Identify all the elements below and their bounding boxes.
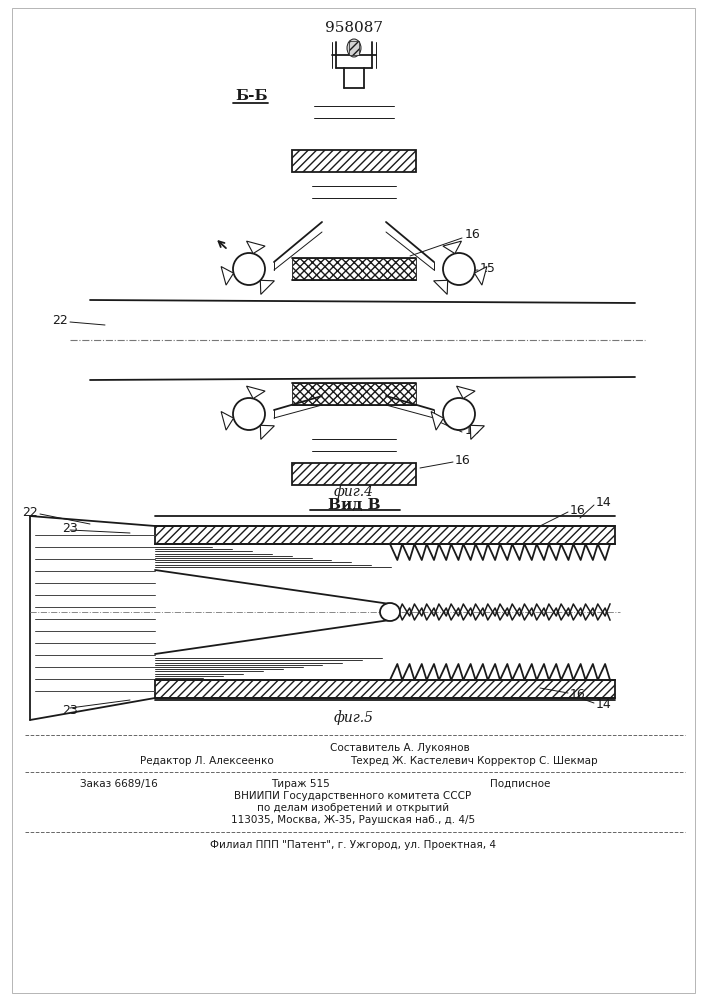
Text: Тираж 515: Тираж 515 (271, 779, 329, 789)
Bar (322, 212, 386, 232)
Text: фиг.4: фиг.4 (334, 485, 374, 499)
Bar (373, 82, 383, 90)
Bar (155, 526, 615, 544)
Text: 15: 15 (480, 261, 496, 274)
Text: 22: 22 (22, 506, 38, 518)
Polygon shape (470, 425, 484, 439)
Ellipse shape (79, 300, 101, 380)
Text: ВНИИПИ Государственного комитета СССР: ВНИИПИ Государственного комитета СССР (235, 791, 472, 801)
Text: Заказ 6689/16: Заказ 6689/16 (80, 779, 158, 789)
Polygon shape (260, 280, 274, 294)
Polygon shape (457, 386, 475, 399)
Bar (314, 88, 394, 136)
Circle shape (233, 253, 265, 285)
Text: 16: 16 (465, 229, 481, 241)
Bar (292, 383, 416, 405)
Bar (349, 82, 359, 90)
Bar (292, 463, 416, 485)
Polygon shape (443, 241, 462, 254)
Text: 16: 16 (455, 454, 471, 466)
Polygon shape (90, 300, 635, 380)
Text: Филиал ППП "Патент", г. Ужгород, ул. Проектная, 4: Филиал ППП "Патент", г. Ужгород, ул. Про… (210, 840, 496, 850)
Polygon shape (247, 241, 265, 254)
Polygon shape (474, 267, 487, 285)
Text: фиг.5: фиг.5 (334, 711, 374, 725)
Circle shape (443, 398, 475, 430)
Text: 22: 22 (52, 314, 68, 326)
Text: Составитель А. Лукоянов: Составитель А. Лукоянов (330, 743, 470, 753)
Polygon shape (431, 412, 443, 430)
Bar (155, 516, 330, 526)
Text: 15: 15 (465, 424, 481, 436)
Bar (302, 136, 406, 150)
Bar (322, 405, 386, 425)
Text: Редактор Л. Алексеенко: Редактор Л. Алексеенко (140, 756, 274, 766)
Polygon shape (30, 516, 155, 720)
Bar (312, 425, 396, 463)
Text: Б-Б: Б-Б (235, 89, 268, 103)
Text: 14: 14 (596, 698, 612, 712)
Text: 113035, Москва, Ж-35, Раушская наб., д. 4/5: 113035, Москва, Ж-35, Раушская наб., д. … (231, 815, 475, 825)
Polygon shape (260, 425, 274, 439)
Polygon shape (155, 544, 615, 604)
Bar (292, 150, 416, 172)
Text: 23: 23 (62, 704, 78, 716)
Ellipse shape (347, 39, 361, 57)
Bar (155, 680, 615, 698)
Text: 23: 23 (62, 522, 78, 534)
Text: по делам изобретений и открытий: по делам изобретений и открытий (257, 803, 449, 813)
Circle shape (233, 398, 265, 430)
Text: Подписное: Подписное (490, 779, 550, 789)
Polygon shape (433, 280, 448, 294)
Polygon shape (155, 620, 615, 680)
Text: 16: 16 (570, 688, 586, 702)
Bar (155, 700, 330, 710)
Polygon shape (221, 267, 233, 285)
Bar (292, 258, 416, 280)
Text: 16: 16 (570, 504, 586, 516)
Bar (325, 82, 335, 90)
Bar (349, 41, 359, 55)
Text: 14: 14 (596, 495, 612, 508)
Bar (312, 172, 396, 212)
Text: Техред Ж. Кастелевич Корректор С. Шекмар: Техред Ж. Кастелевич Корректор С. Шекмар (350, 756, 597, 766)
Ellipse shape (380, 603, 400, 621)
Text: Вид В: Вид В (327, 498, 380, 512)
Circle shape (443, 253, 475, 285)
Polygon shape (221, 412, 233, 430)
Text: 958087: 958087 (325, 21, 383, 35)
Polygon shape (247, 386, 265, 399)
